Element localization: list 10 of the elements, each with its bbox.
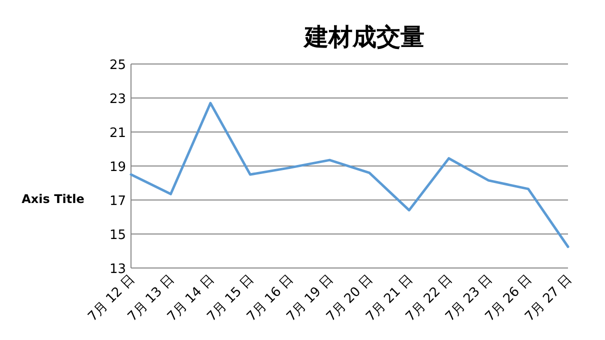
y-tick-label: 21 — [109, 126, 126, 141]
y-tick-label: 15 — [109, 228, 126, 243]
line-series — [130, 102, 570, 248]
y-tick-label: 23 — [109, 92, 126, 107]
y-tick-label: 17 — [109, 194, 126, 209]
y-tick-label: 19 — [109, 160, 126, 175]
y-tick-label: 25 — [109, 58, 126, 73]
y-tick-label: 13 — [109, 262, 126, 277]
chart-title: 建材成交量 — [302, 23, 424, 51]
y-axis-title: Axis Title — [22, 192, 84, 206]
